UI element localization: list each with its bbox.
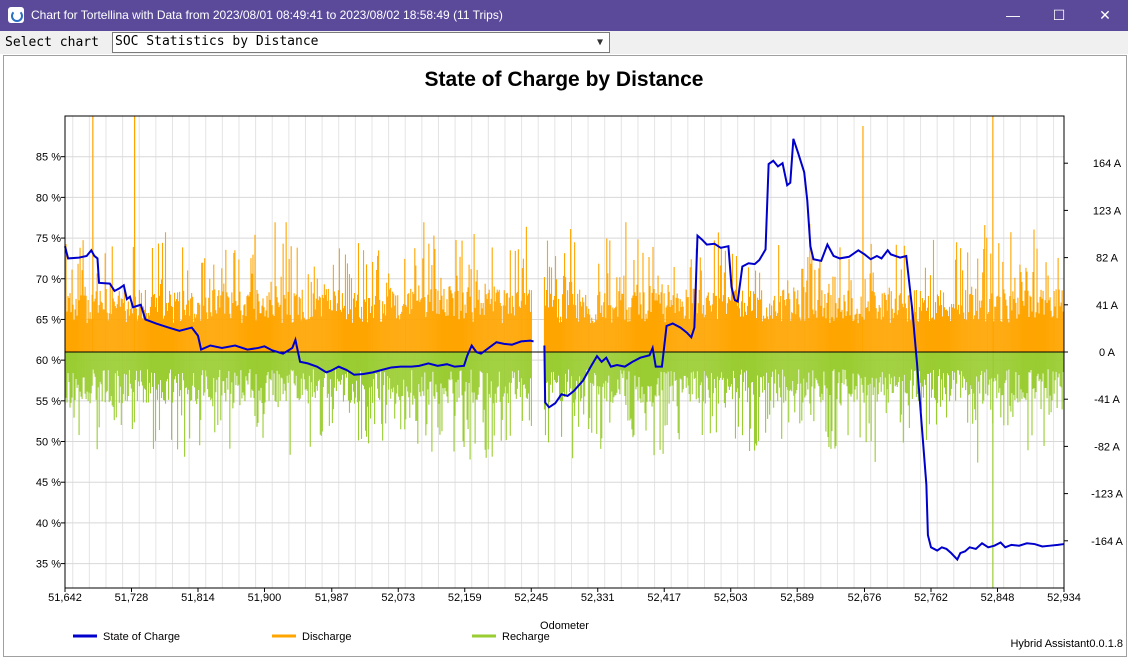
y-left-tick-label: 80 % [36, 192, 61, 204]
select-chart-label: Select chart [5, 35, 99, 50]
y-right-tick-label: -82 A [1094, 441, 1120, 453]
x-tick-label: 52,934 [1047, 592, 1081, 604]
y-left-tick-label: 55 % [36, 396, 61, 408]
version-label: Hybrid Assistant0.0.1.8 [1010, 638, 1123, 650]
y-left-tick-label: 45 % [36, 477, 61, 489]
y-left-tick-label: 40 % [36, 518, 61, 530]
legend-label: Discharge [302, 631, 352, 643]
y-left-tick-label: 35 % [36, 559, 61, 571]
y-right-axis-ticks: 164 A 123 A 82 A 41 A 0 A -41 A -82 A -123 A -16… [1064, 158, 1124, 548]
chart-title: State of Charge by Distance [424, 68, 704, 91]
recharge-bars [64, 352, 1064, 588]
maximize-button[interactable]: ☐ [1052, 7, 1066, 23]
x-tick-label: 52,762 [914, 592, 948, 604]
y-left-tick-label: 85 % [36, 152, 61, 164]
window-title: Chart for Tortellina with Data from 2023… [31, 8, 503, 22]
y-right-tick-label: 123 A [1093, 205, 1122, 217]
x-tick-label: 52,503 [714, 592, 748, 604]
x-tick-label: 52,245 [514, 592, 548, 604]
x-tick-label: 52,331 [581, 592, 615, 604]
y-left-tick-label: 65 % [36, 314, 61, 326]
close-button[interactable]: ✕ [1099, 7, 1111, 23]
toolbar: Select chart SOC Statistics by Distance … [0, 31, 1128, 54]
x-tick-label: 51,900 [248, 592, 282, 604]
y-left-axis-ticks: 85 % 80 % 75 % 70 % 65 % 60 % 55 % 50 % 45 % 40 %… [36, 152, 65, 571]
x-tick-label: 51,642 [48, 592, 82, 604]
legend-label: Recharge [502, 631, 550, 643]
legend-label: State of Charge [103, 631, 180, 643]
y-left-tick-label: 50 % [36, 437, 61, 449]
y-right-tick-label: -41 A [1094, 394, 1120, 406]
x-tick-label: 52,848 [981, 592, 1015, 604]
x-tick-label: 51,728 [115, 592, 149, 604]
y-right-tick-label: 0 A [1099, 347, 1116, 359]
y-left-tick-label: 75 % [36, 233, 61, 245]
x-tick-label: 52,676 [848, 592, 882, 604]
soc-series-line [64, 138, 1065, 562]
chart-selector[interactable]: SOC Statistics by Distance ▼ [112, 32, 610, 53]
chart-selector-value: SOC Statistics by Distance [115, 34, 319, 49]
legend: State of Charge Discharge Recharge [73, 631, 550, 643]
y-right-tick-label: 164 A [1093, 158, 1122, 170]
y-right-tick-label: 41 A [1096, 300, 1119, 312]
chevron-down-icon[interactable]: ▼ [596, 37, 604, 48]
x-tick-label: 51,987 [315, 592, 349, 604]
app-icon [8, 7, 24, 23]
x-tick-label: 52,159 [448, 592, 482, 604]
x-tick-label: 52,417 [647, 592, 681, 604]
x-tick-label: 52,589 [780, 592, 814, 604]
y-right-tick-label: 82 A [1096, 253, 1119, 265]
x-tick-label: 51,814 [181, 592, 215, 604]
x-tick-label: 52,073 [381, 592, 415, 604]
y-left-tick-label: 70 % [36, 274, 61, 286]
y-right-tick-label: -164 A [1091, 536, 1123, 548]
y-left-tick-label: 60 % [36, 355, 61, 367]
title-bar: Chart for Tortellina with Data from 2023… [0, 0, 1128, 31]
y-right-tick-label: -123 A [1091, 489, 1123, 501]
x-axis-label: Odometer [540, 620, 589, 632]
x-axis-ticks: 51,642 51,728 51,814 51,900 51,987 52,073 52,1… [48, 588, 1081, 604]
minimize-button[interactable]: — [1006, 7, 1020, 23]
